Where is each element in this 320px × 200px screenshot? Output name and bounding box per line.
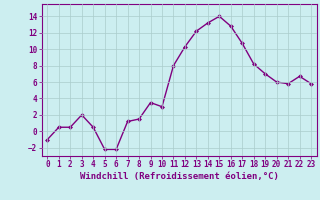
- X-axis label: Windchill (Refroidissement éolien,°C): Windchill (Refroidissement éolien,°C): [80, 172, 279, 181]
